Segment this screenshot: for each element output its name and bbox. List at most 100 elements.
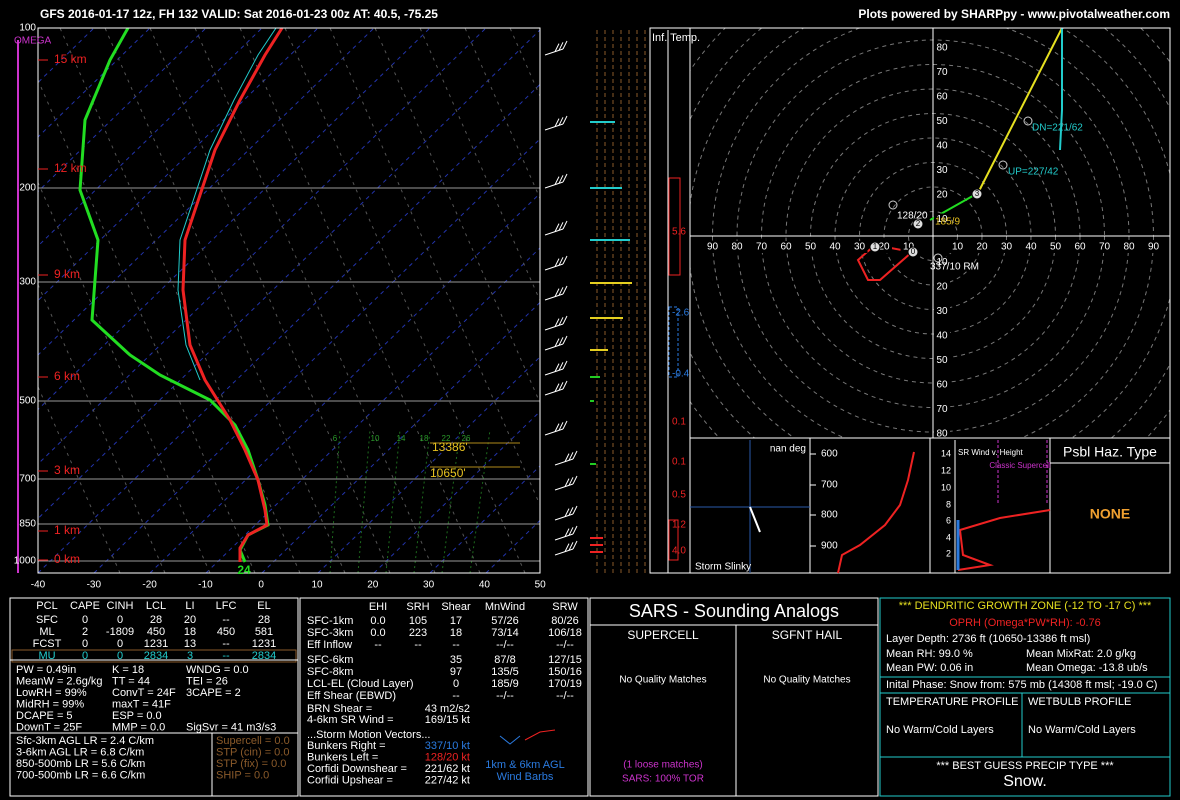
pressure-label: 700 <box>19 474 36 485</box>
dry-adiabat <box>104 28 346 573</box>
wind-barb <box>562 115 568 125</box>
inferred-temp-title: Inf. Temp. <box>652 32 700 44</box>
thermo-cell: 20 <box>184 614 196 626</box>
wind-barb <box>562 420 568 430</box>
hazard-title: Psbl Haz. Type <box>1063 444 1157 460</box>
wind-barb <box>562 173 568 183</box>
thermo-cell: 13 <box>184 638 196 650</box>
hodo-label-bg <box>1047 241 1064 253</box>
hodo-label-bg <box>974 241 990 253</box>
surface-dewpoint-label: 24 <box>237 563 251 577</box>
hodo-ring-label: 60 <box>936 380 948 391</box>
hodo-ring-label: 90 <box>1148 242 1160 253</box>
pressure-label: 300 <box>19 277 36 288</box>
hodo-ring-label: 30 <box>1001 242 1013 253</box>
thermo-cell: ML <box>39 626 54 638</box>
hodo-ring-label: 80 <box>1123 242 1135 253</box>
wind-barb <box>564 478 570 487</box>
height-label: 1 km <box>54 523 80 537</box>
thermo-cell: 0 <box>82 614 88 626</box>
wind-barb <box>568 477 574 486</box>
motion-marker <box>998 160 1008 170</box>
kinematic-layer: Eff Inflow <box>307 639 352 651</box>
wind-barb <box>568 542 574 551</box>
index-value: TT = 44 <box>112 675 150 687</box>
hodo-ring-label: 40 <box>829 242 841 253</box>
thermo-header: EL <box>257 600 270 612</box>
srwind-title: SR Wind v. Height <box>958 448 1024 457</box>
srwind-height-label: 8 <box>946 499 951 509</box>
isotherm <box>93 138 540 573</box>
thermo-cell: -- <box>222 614 230 626</box>
wind-barb <box>558 117 564 126</box>
temp-label: 30 <box>423 580 435 591</box>
pressure-label: 850 <box>19 519 36 530</box>
hodo-marker <box>869 241 881 253</box>
hodo-marker-label: 2 <box>916 219 921 228</box>
wind-barb <box>544 323 564 331</box>
wind-barb <box>562 315 568 325</box>
hodo-ring-label: 50 <box>936 116 948 127</box>
thermo-cell: 2 <box>82 626 88 638</box>
mu-row-highlight <box>11 649 297 663</box>
pressure-label: 500 <box>19 396 36 407</box>
dgz-stat: Mean PW: 0.06 in <box>886 662 973 674</box>
wind-barb <box>544 388 564 396</box>
hodo-label-bg <box>934 256 950 269</box>
inferred-temp-value: 0.1 <box>672 457 686 468</box>
sars-result: No Quality Matches <box>619 675 706 686</box>
isotherm <box>38 29 540 520</box>
thermo-cell: 1231 <box>252 638 276 650</box>
thermo-cell: 28 <box>258 614 270 626</box>
mixing-ratio-label: 18 <box>420 434 429 443</box>
temp-label: 0 <box>258 580 264 591</box>
wind-barb <box>554 43 560 52</box>
wind-barb <box>564 528 570 537</box>
wind-barb <box>572 505 578 515</box>
mixing-ratio-line <box>329 429 341 573</box>
index-value: K = 18 <box>112 664 144 676</box>
hodo-marker-label: 1 <box>873 242 878 251</box>
wind-barb <box>562 40 568 50</box>
index-value: ConvT = 24F <box>112 687 176 699</box>
height-label: 3 km <box>54 463 80 477</box>
mixing-ratio-line <box>469 429 491 573</box>
sr46-label: 4-6km SR Wind = <box>307 714 394 726</box>
temp-label: -10 <box>198 580 213 591</box>
temp-label: -20 <box>142 580 157 591</box>
index-value: MidRH = 99% <box>16 698 84 710</box>
wind-barb <box>558 175 564 184</box>
hodo-label-bg <box>827 241 843 253</box>
mixing-ratio-line <box>441 429 461 573</box>
wind-barb <box>558 317 564 326</box>
hodo-ring-label: 30 <box>936 306 948 317</box>
omega-label: OMEGA <box>14 36 52 47</box>
thermo-cell: 0 <box>117 614 123 626</box>
profile-header: TEMPERATURE PROFILE <box>886 696 1018 708</box>
wind-barb <box>572 475 578 485</box>
sars-tor: SARS: 100% TOR <box>622 774 704 785</box>
dry-adiabat <box>38 181 211 573</box>
precip-type: Snow. <box>1003 773 1047 790</box>
panel-border <box>1049 437 1171 574</box>
index-value: 3CAPE = 2 <box>186 687 241 699</box>
hodo-trace <box>977 28 1063 194</box>
wind-barb <box>572 525 578 535</box>
kinematic-cell: 223 <box>409 627 427 639</box>
hodo-label-bg <box>934 115 950 128</box>
dgz-stat: Mean MixRat: 2.0 g/kg <box>1026 648 1136 660</box>
srwind-height-label: 14 <box>941 448 951 458</box>
thermo-cell: 3 <box>187 650 193 662</box>
pressure-label: 200 <box>19 183 36 194</box>
index-value: TEI = 26 <box>186 675 228 687</box>
kinematic-cell: 73/14 <box>491 627 519 639</box>
kinematic-header: MnWind <box>485 601 525 613</box>
hodo-ring-label: 20 <box>878 242 890 253</box>
sr46-value: 169/15 kt <box>425 714 470 726</box>
kinematic-cell: 105 <box>409 615 427 627</box>
hodo-label-bg <box>778 241 794 253</box>
dry-adiabat <box>374 28 540 404</box>
wind-barb <box>554 288 560 297</box>
inferred-temp-value: -2.6 <box>672 308 690 319</box>
wind-barb <box>554 458 574 466</box>
